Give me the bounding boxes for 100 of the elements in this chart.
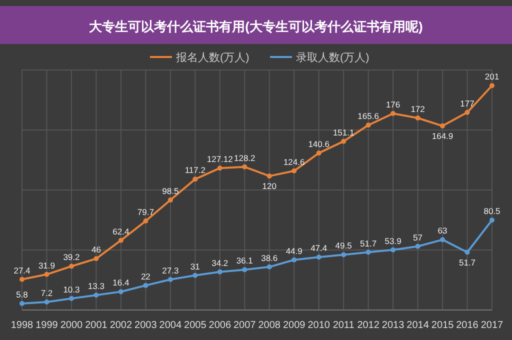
point <box>192 176 198 182</box>
x-tick-label: 2011 <box>332 320 355 331</box>
point <box>20 276 24 282</box>
point <box>44 299 50 304</box>
point <box>94 256 99 262</box>
data-label: 16.4 <box>112 278 130 288</box>
point <box>242 267 248 272</box>
point <box>168 277 173 282</box>
data-label: 62.4 <box>112 226 130 236</box>
data-label: 31 <box>190 261 200 272</box>
point <box>366 122 371 128</box>
x-tick-label: 1998 <box>10 320 34 331</box>
point <box>440 123 446 128</box>
point <box>490 218 494 223</box>
data-label: 128.2 <box>234 152 256 163</box>
data-label: 80.5 <box>484 206 501 216</box>
x-tick-label: 2012 <box>357 320 380 331</box>
point <box>316 254 322 260</box>
point <box>20 301 24 306</box>
data-label: 13.3 <box>88 281 105 292</box>
point <box>440 237 446 242</box>
x-tick-label: 2009 <box>282 320 306 331</box>
data-label: 47.4 <box>310 243 328 254</box>
data-label: 120 <box>262 181 277 192</box>
data-label: 57 <box>413 232 423 242</box>
point <box>68 296 74 301</box>
point <box>341 138 346 144</box>
data-label: 201 <box>484 72 500 82</box>
x-tick-label: 2008 <box>258 320 281 331</box>
point <box>192 272 198 278</box>
data-label: 39.2 <box>63 252 80 262</box>
point <box>44 272 50 277</box>
data-label: 164.9 <box>432 130 454 141</box>
data-label: 140.6 <box>308 139 330 150</box>
chart-title: 大专生可以考什么证书有用(大专生可以考什么证书有用呢) <box>89 19 423 34</box>
data-label: 117.2 <box>184 165 206 176</box>
x-tick-label: 2004 <box>159 320 182 331</box>
data-label: 44.9 <box>286 246 303 256</box>
point <box>242 164 248 170</box>
legend-label: 报名人数(万人) <box>175 52 250 64</box>
point <box>415 116 420 120</box>
x-tick-label: 2006 <box>208 320 232 331</box>
data-label: 151.1 <box>332 127 354 138</box>
x-tick-label: 2016 <box>456 320 479 331</box>
point <box>168 198 173 203</box>
data-label: 79.7 <box>137 207 154 218</box>
x-tick-label: 2007 <box>234 320 256 331</box>
point <box>390 111 396 116</box>
x-tick-label: 2001 <box>85 320 108 331</box>
data-label: 127.12 <box>206 154 234 164</box>
point <box>217 166 222 171</box>
data-label: 98.5 <box>162 186 179 196</box>
point <box>118 238 124 243</box>
data-label: 165.6 <box>358 111 380 122</box>
x-tick-label: 1999 <box>36 320 58 331</box>
data-label: 63 <box>438 226 448 236</box>
data-label: 5.8 <box>16 290 28 300</box>
x-tick-label: 2010 <box>308 320 330 331</box>
data-label: 46 <box>91 244 102 255</box>
data-label: 176 <box>386 100 400 110</box>
data-label: 51.7 <box>360 238 377 248</box>
point <box>143 218 148 224</box>
point <box>366 250 371 255</box>
point <box>266 174 272 179</box>
point <box>68 264 74 269</box>
data-label: 7.2 <box>40 288 53 298</box>
data-label: 34.2 <box>212 258 228 268</box>
point <box>316 150 322 156</box>
x-tick-label: 2003 <box>134 320 158 331</box>
data-label: 177 <box>460 98 475 108</box>
data-label: 22 <box>140 271 151 282</box>
point <box>490 83 494 88</box>
x-tick-label: 2002 <box>110 320 133 331</box>
x-tick-label: 2005 <box>184 320 207 331</box>
data-label: 53.9 <box>384 236 402 246</box>
point <box>341 252 346 258</box>
point <box>390 247 396 252</box>
point <box>266 264 272 270</box>
x-tick-label: 2014 <box>406 320 430 331</box>
point <box>464 250 470 255</box>
data-label: 38.6 <box>261 252 278 263</box>
x-tick-label: 2015 <box>431 320 454 331</box>
x-tick-label: 2013 <box>382 320 405 331</box>
point <box>292 168 297 174</box>
point <box>118 289 124 294</box>
x-tick-label: 2017 <box>480 320 504 331</box>
point <box>292 257 297 262</box>
data-label: 124.6 <box>283 156 306 167</box>
x-tick-label: 2000 <box>60 320 84 331</box>
legend-label: 录取人数(万人) <box>296 52 370 64</box>
point <box>217 269 222 274</box>
point <box>143 282 148 288</box>
data-label: 10.3 <box>63 284 80 294</box>
data-label: 31.9 <box>38 260 56 270</box>
data-label: 36.1 <box>236 256 254 266</box>
point <box>94 292 99 298</box>
point <box>464 110 470 115</box>
point <box>415 244 420 249</box>
data-label: 51.7 <box>458 257 476 268</box>
data-label: 27.3 <box>162 266 179 276</box>
